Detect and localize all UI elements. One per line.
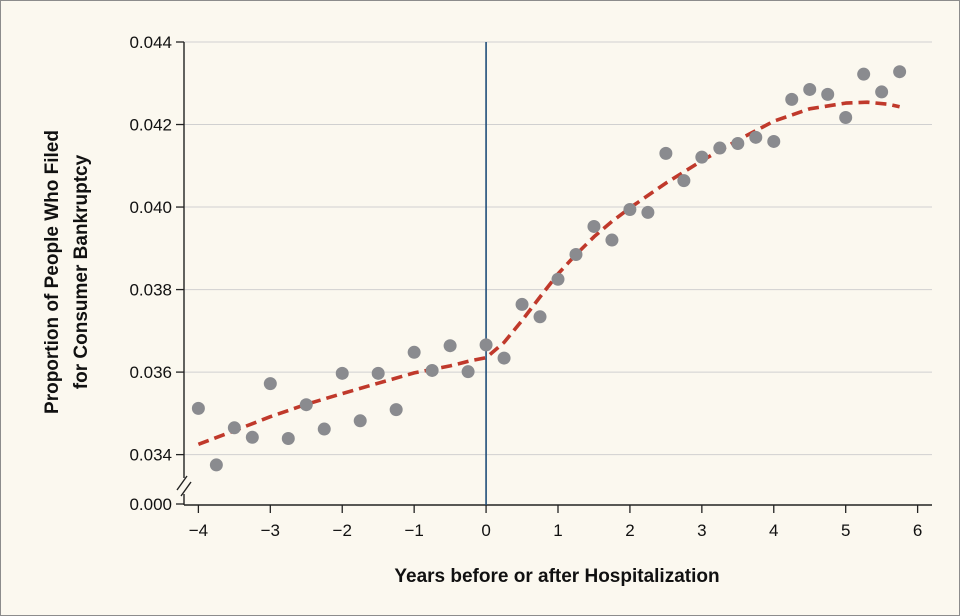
fit-curve (197, 100, 901, 446)
x-tick-label: 2 (625, 521, 634, 540)
data-point (533, 310, 547, 324)
data-point (767, 134, 781, 148)
data-point (857, 67, 871, 81)
y-axis-title-line2: for Consumer Bankruptcy (71, 154, 92, 389)
data-point (875, 85, 889, 99)
y-tick-label: 0.042 (129, 116, 172, 135)
data-point (209, 458, 223, 472)
data-point (461, 365, 475, 379)
tick-labels: 0.034 0.036 0.038 0.040 0.042 0.044 0.000 −4 −3 −… (129, 33, 922, 540)
data-point (407, 345, 421, 359)
y-tick-label: 0.038 (129, 281, 172, 300)
y-axis-title-line1: Proportion of People Who Filed (42, 130, 63, 414)
data-point (389, 403, 403, 417)
y-tick-label: 0.034 (129, 446, 172, 465)
y-tick-label: 0.040 (129, 198, 172, 217)
x-tick-label: −4 (189, 521, 208, 540)
x-tick-label: 3 (697, 521, 706, 540)
x-axis-title: Years before or after Hospitalization (394, 566, 719, 587)
data-point (353, 414, 367, 428)
x-tick-label: −1 (404, 521, 423, 540)
data-point (317, 422, 331, 436)
data-point (605, 233, 619, 247)
y-tick-label: 0.036 (129, 363, 172, 382)
data-point (569, 248, 583, 261)
data-point (623, 203, 637, 217)
data-points (191, 65, 907, 472)
data-point (191, 401, 205, 415)
data-point (515, 297, 529, 311)
data-point (749, 130, 763, 144)
axes (176, 41, 932, 513)
data-point (479, 338, 493, 352)
data-point (893, 65, 907, 79)
data-point (335, 366, 349, 380)
x-tick-label: 0 (481, 521, 490, 540)
x-tick-label: 6 (913, 521, 922, 540)
data-point (425, 363, 439, 377)
data-point (281, 432, 295, 446)
data-point (695, 150, 709, 164)
data-point (371, 366, 385, 380)
data-point (713, 141, 727, 155)
data-point (659, 146, 673, 160)
data-point (443, 339, 457, 353)
data-point (227, 421, 241, 435)
data-point (641, 205, 655, 219)
x-tick-label: −2 (333, 521, 352, 540)
data-point (821, 87, 835, 101)
data-point (785, 92, 799, 106)
data-point (299, 398, 313, 412)
data-point (677, 174, 691, 188)
y-break-label: 0.000 (129, 495, 172, 514)
x-tick-label: 4 (769, 521, 778, 540)
x-tick-label: 1 (553, 521, 562, 540)
x-tick-label: 5 (841, 521, 850, 540)
fit-curve-group (197, 100, 901, 446)
axis-break-mark (176, 475, 188, 491)
y-axis-title: Proportion of People Who Filed for Consu… (42, 130, 92, 414)
data-point (839, 111, 853, 125)
axis-break-mark (180, 481, 192, 497)
data-point (803, 82, 817, 96)
data-point (731, 137, 745, 151)
data-point (497, 351, 511, 365)
data-point (551, 272, 565, 286)
y-tick-label: 0.044 (129, 33, 172, 52)
data-point (245, 430, 259, 444)
data-point (587, 219, 601, 233)
gridlines (184, 41, 932, 456)
data-point (263, 377, 277, 391)
x-tick-label: −3 (261, 521, 280, 540)
